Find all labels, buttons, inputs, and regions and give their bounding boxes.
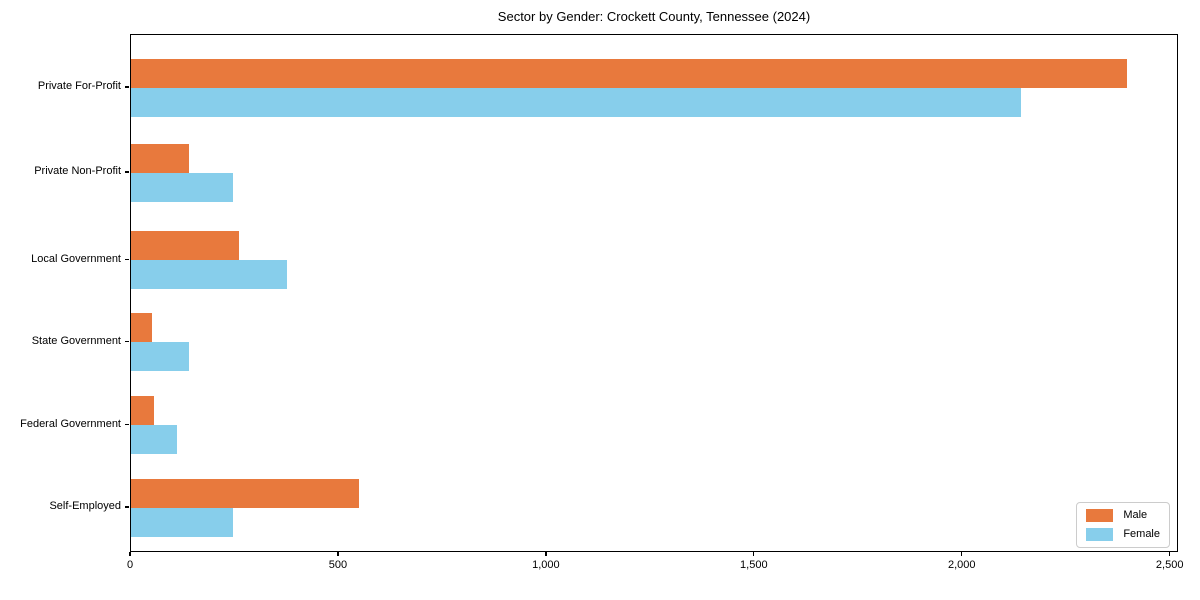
y-tick-label-federal-government: Federal Government (20, 417, 121, 430)
legend-entry-male: Male (1086, 509, 1160, 522)
y-tick-mark (125, 423, 129, 425)
bar-male-local-government (131, 231, 239, 261)
y-tick-mark (125, 506, 129, 508)
y-tick-label-state-government: State Government (31, 334, 121, 347)
x-tick-label-1-000: 1,000 (532, 559, 560, 571)
x-tick-mark (753, 552, 755, 556)
y-tick-mark (125, 340, 129, 342)
bar-male-federal-government (131, 396, 154, 425)
legend-swatch-female (1086, 528, 1114, 541)
x-tick-mark (961, 552, 963, 556)
bar-female-state-government (131, 342, 190, 372)
y-tick-label-self-employed: Self-Employed (49, 500, 121, 513)
y-tick-label-local-government: Local Government (31, 252, 121, 265)
y-tick-mark (125, 258, 129, 260)
legend-swatch-male (1086, 509, 1114, 522)
x-tick-label-500: 500 (328, 559, 348, 571)
bar-male-private-for-profit (131, 58, 1128, 88)
x-tick-label-2-000: 2,000 (947, 559, 976, 571)
x-tick-label-1-500: 1,500 (740, 559, 768, 571)
y-tick-mark (125, 171, 129, 173)
bar-male-self-employed (131, 478, 360, 508)
legend: Male Female (1076, 502, 1170, 548)
y-tick-mark (125, 86, 129, 88)
x-tick-label-0: 0 (126, 559, 134, 571)
bar-female-private-non-profit (131, 172, 233, 202)
chart-title: Sector by Gender: Crockett County, Tenne… (497, 9, 811, 24)
bar-female-federal-government (131, 425, 177, 454)
bar-male-state-government (131, 313, 152, 343)
y-tick-label-private-for-profit: Private For-Profit (37, 80, 121, 93)
legend-label-male: Male (1123, 509, 1148, 521)
plot-area: Male Female (130, 34, 1178, 552)
bar-female-self-employed (131, 507, 233, 537)
bar-female-local-government (131, 260, 287, 290)
x-tick-label-2-500: 2,500 (1155, 559, 1184, 571)
legend-label-female: Female (1123, 528, 1160, 540)
legend-entry-female: Female (1086, 528, 1160, 541)
y-tick-label-private-non-profit: Private Non-Profit (34, 165, 121, 178)
x-tick-mark (545, 552, 547, 556)
bar-male-private-non-profit (131, 143, 190, 173)
bar-female-private-for-profit (131, 87, 1022, 117)
x-tick-mark (129, 552, 131, 556)
x-tick-mark (1169, 552, 1171, 556)
x-tick-mark (337, 552, 339, 556)
